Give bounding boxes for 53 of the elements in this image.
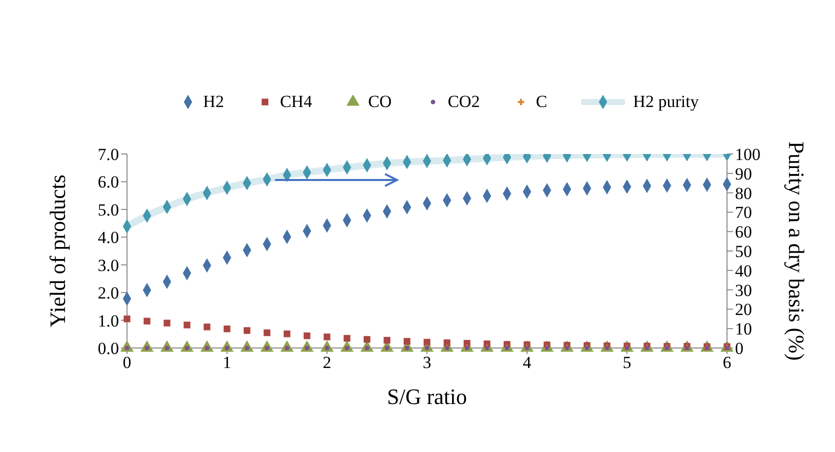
x-tick-label: 1	[222, 353, 232, 372]
legend-label: CO2	[448, 92, 480, 112]
point	[404, 338, 410, 345]
y2-tick-label: 80	[735, 184, 752, 203]
y2-axis-title: Purity on a dry basis (%)	[784, 141, 810, 361]
y2-tick-label: 40	[735, 261, 752, 280]
point	[244, 327, 250, 334]
x-tick-label: 6	[722, 353, 732, 372]
x-tick-label: 4	[522, 353, 532, 372]
y-tick-label: 3.0	[98, 256, 119, 275]
y-tick-label: 4.0	[98, 228, 119, 248]
point	[264, 329, 270, 336]
y2-tick-label: 20	[735, 300, 752, 320]
point	[284, 330, 290, 338]
point	[224, 326, 230, 332]
y2-tick-label: 30	[735, 280, 752, 300]
point	[464, 340, 470, 347]
point	[424, 338, 430, 346]
legend-label: CH4	[280, 92, 312, 112]
y2-tick-label: 70	[735, 203, 752, 222]
y2-tick-label: 0	[735, 339, 744, 358]
point	[384, 336, 390, 344]
y-tick-label: 6.0	[98, 172, 119, 192]
x-axis-title: S/G ratio	[386, 384, 468, 409]
point	[124, 316, 130, 322]
point	[144, 318, 150, 324]
y-tick-label: 5.0	[98, 200, 119, 220]
legend-label: C	[536, 92, 548, 112]
x-tick-label: 5	[622, 353, 632, 372]
y2-tick-label: 50	[735, 242, 752, 262]
point	[204, 324, 210, 330]
y-axis-title: Yield of products	[44, 174, 70, 328]
point	[444, 339, 450, 346]
point	[324, 334, 330, 340]
point	[164, 320, 170, 326]
point	[364, 336, 370, 343]
x-tick-label: 3	[422, 353, 432, 372]
legend-label: H2 purity	[633, 92, 699, 112]
y-tick-label: 2.0	[98, 284, 119, 303]
x-tick-label: 0	[122, 353, 132, 372]
y2-tick-label: 10	[735, 320, 752, 339]
legend-label: H2	[203, 92, 224, 112]
y2-tick-label: 90	[735, 164, 752, 184]
point	[304, 332, 310, 340]
y2-tick-label: 60	[735, 222, 752, 242]
point	[184, 322, 190, 328]
y-tick-label: 7.0	[98, 145, 119, 164]
y-tick-label: 1.0	[98, 311, 119, 330]
y2-tick-label: 100	[735, 145, 760, 164]
legend-label: CO	[368, 92, 392, 112]
point	[344, 334, 350, 342]
x-tick-label: 2	[322, 353, 332, 372]
y-tick-label: 0.0	[98, 339, 119, 358]
